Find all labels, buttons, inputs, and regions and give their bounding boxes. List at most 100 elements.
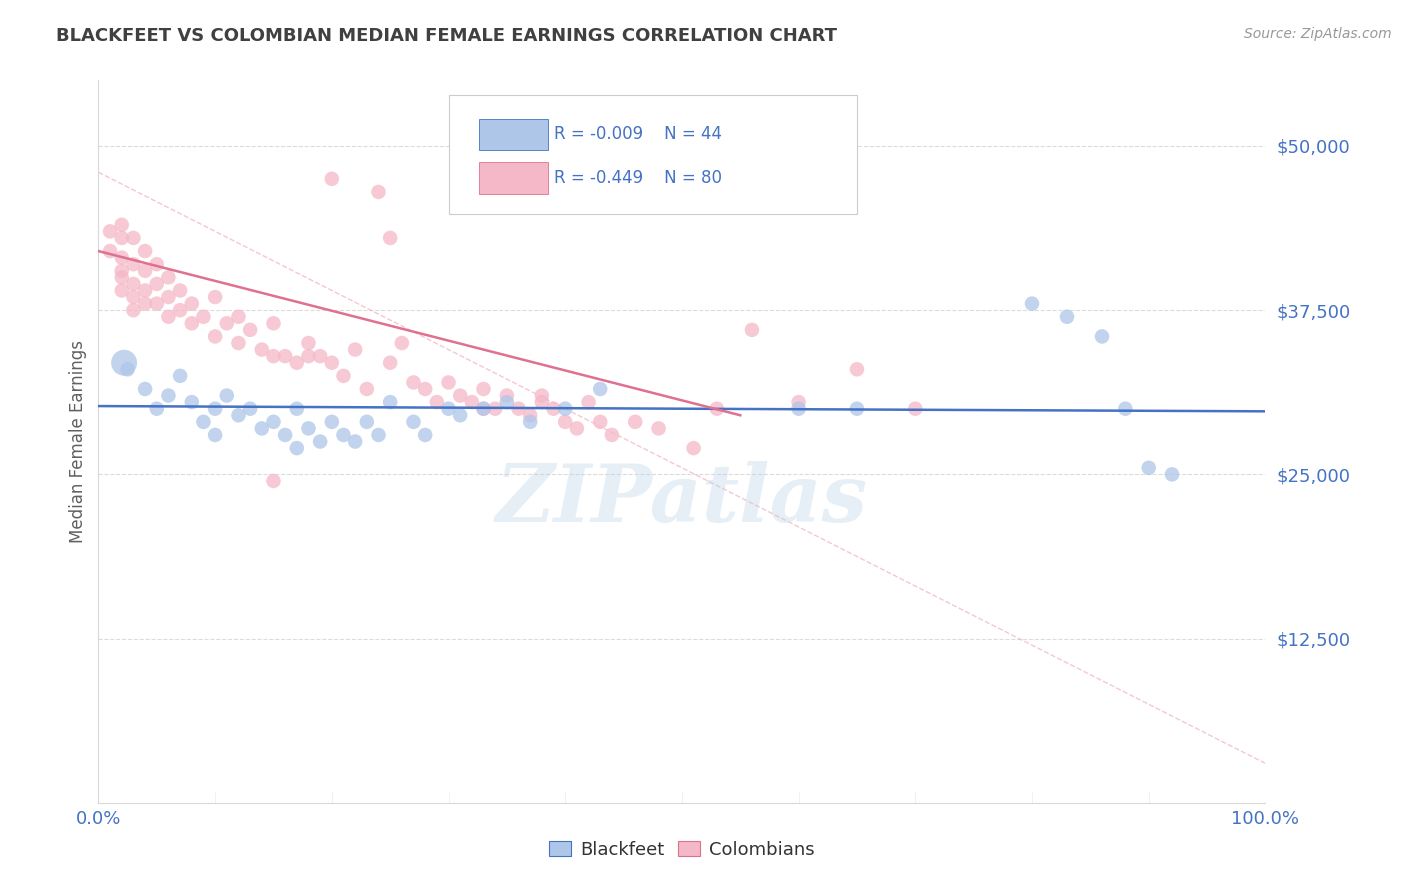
Text: R = -0.449    N = 80: R = -0.449 N = 80 (554, 169, 721, 186)
Point (122, 303, 145, 318)
Point (111, 218, 134, 232)
Point (437, 376, 460, 390)
Point (215, 316, 238, 330)
Point (472, 382, 495, 396)
Point (543, 401, 565, 416)
Point (682, 441, 704, 455)
Point (122, 290, 145, 304)
Point (169, 368, 191, 383)
Point (111, 231, 134, 245)
Point (449, 409, 471, 423)
Y-axis label: Median Female Earnings: Median Female Earnings (69, 340, 87, 543)
Point (519, 415, 541, 429)
Point (239, 323, 262, 337)
Point (367, 185, 389, 199)
Point (554, 401, 576, 416)
Point (169, 303, 191, 318)
Point (146, 277, 169, 291)
Point (111, 284, 134, 298)
Point (98, 244, 121, 258)
Point (554, 415, 576, 429)
Point (846, 362, 869, 376)
Text: BLACKFEET VS COLOMBIAN MEDIAN FEMALE EARNINGS CORRELATION CHART: BLACKFEET VS COLOMBIAN MEDIAN FEMALE EAR… (56, 27, 837, 45)
Point (134, 264, 156, 278)
Point (250, 343, 273, 357)
Point (180, 316, 202, 330)
Point (111, 264, 134, 278)
Point (671, 198, 693, 212)
Point (1021, 296, 1043, 310)
Point (262, 415, 284, 429)
Point (215, 388, 238, 402)
Point (122, 231, 145, 245)
Point (157, 310, 180, 324)
Point (193, 415, 215, 429)
Point (380, 231, 402, 245)
Point (519, 409, 541, 423)
Point (309, 349, 332, 363)
Point (297, 349, 319, 363)
Point (530, 395, 553, 409)
Point (321, 171, 343, 186)
Point (706, 401, 728, 416)
Point (332, 368, 354, 383)
Point (262, 316, 284, 330)
Point (1114, 401, 1136, 416)
Point (437, 401, 460, 416)
Point (274, 349, 297, 363)
Point (262, 349, 284, 363)
Point (600, 428, 623, 442)
Point (228, 336, 250, 351)
Point (565, 421, 588, 435)
Point (169, 284, 191, 298)
Point (402, 415, 425, 429)
Point (496, 395, 519, 409)
Point (146, 401, 169, 416)
Point (228, 409, 250, 423)
Point (624, 415, 647, 429)
Point (1056, 310, 1078, 324)
Point (367, 428, 389, 442)
Text: ZIPatlas: ZIPatlas (496, 460, 868, 538)
Point (204, 428, 226, 442)
Point (112, 356, 135, 370)
Point (193, 310, 215, 324)
Point (1091, 329, 1114, 343)
Point (380, 356, 402, 370)
Text: Source: ZipAtlas.com: Source: ZipAtlas.com (1244, 27, 1392, 41)
Point (589, 382, 612, 396)
Point (846, 401, 869, 416)
Point (321, 415, 343, 429)
Point (111, 270, 134, 285)
Point (157, 270, 180, 285)
Point (578, 395, 600, 409)
Point (134, 244, 156, 258)
Point (741, 323, 763, 337)
Point (180, 296, 202, 310)
Point (426, 395, 449, 409)
Point (787, 395, 810, 409)
Point (98, 224, 121, 238)
Point (356, 415, 378, 429)
Point (250, 421, 273, 435)
Point (285, 441, 308, 455)
Point (1137, 460, 1160, 475)
Point (391, 336, 413, 351)
Point (228, 310, 250, 324)
Point (134, 296, 156, 310)
Legend: Blackfeet, Colombians: Blackfeet, Colombians (550, 841, 814, 859)
Point (449, 388, 471, 402)
Point (157, 388, 180, 402)
Point (1161, 467, 1184, 482)
Point (344, 343, 367, 357)
Point (122, 277, 145, 291)
Point (134, 284, 156, 298)
Point (380, 395, 402, 409)
Point (122, 257, 145, 271)
Point (472, 401, 495, 416)
Point (134, 382, 156, 396)
Point (146, 296, 169, 310)
Point (413, 382, 436, 396)
Point (321, 356, 343, 370)
Point (413, 428, 436, 442)
